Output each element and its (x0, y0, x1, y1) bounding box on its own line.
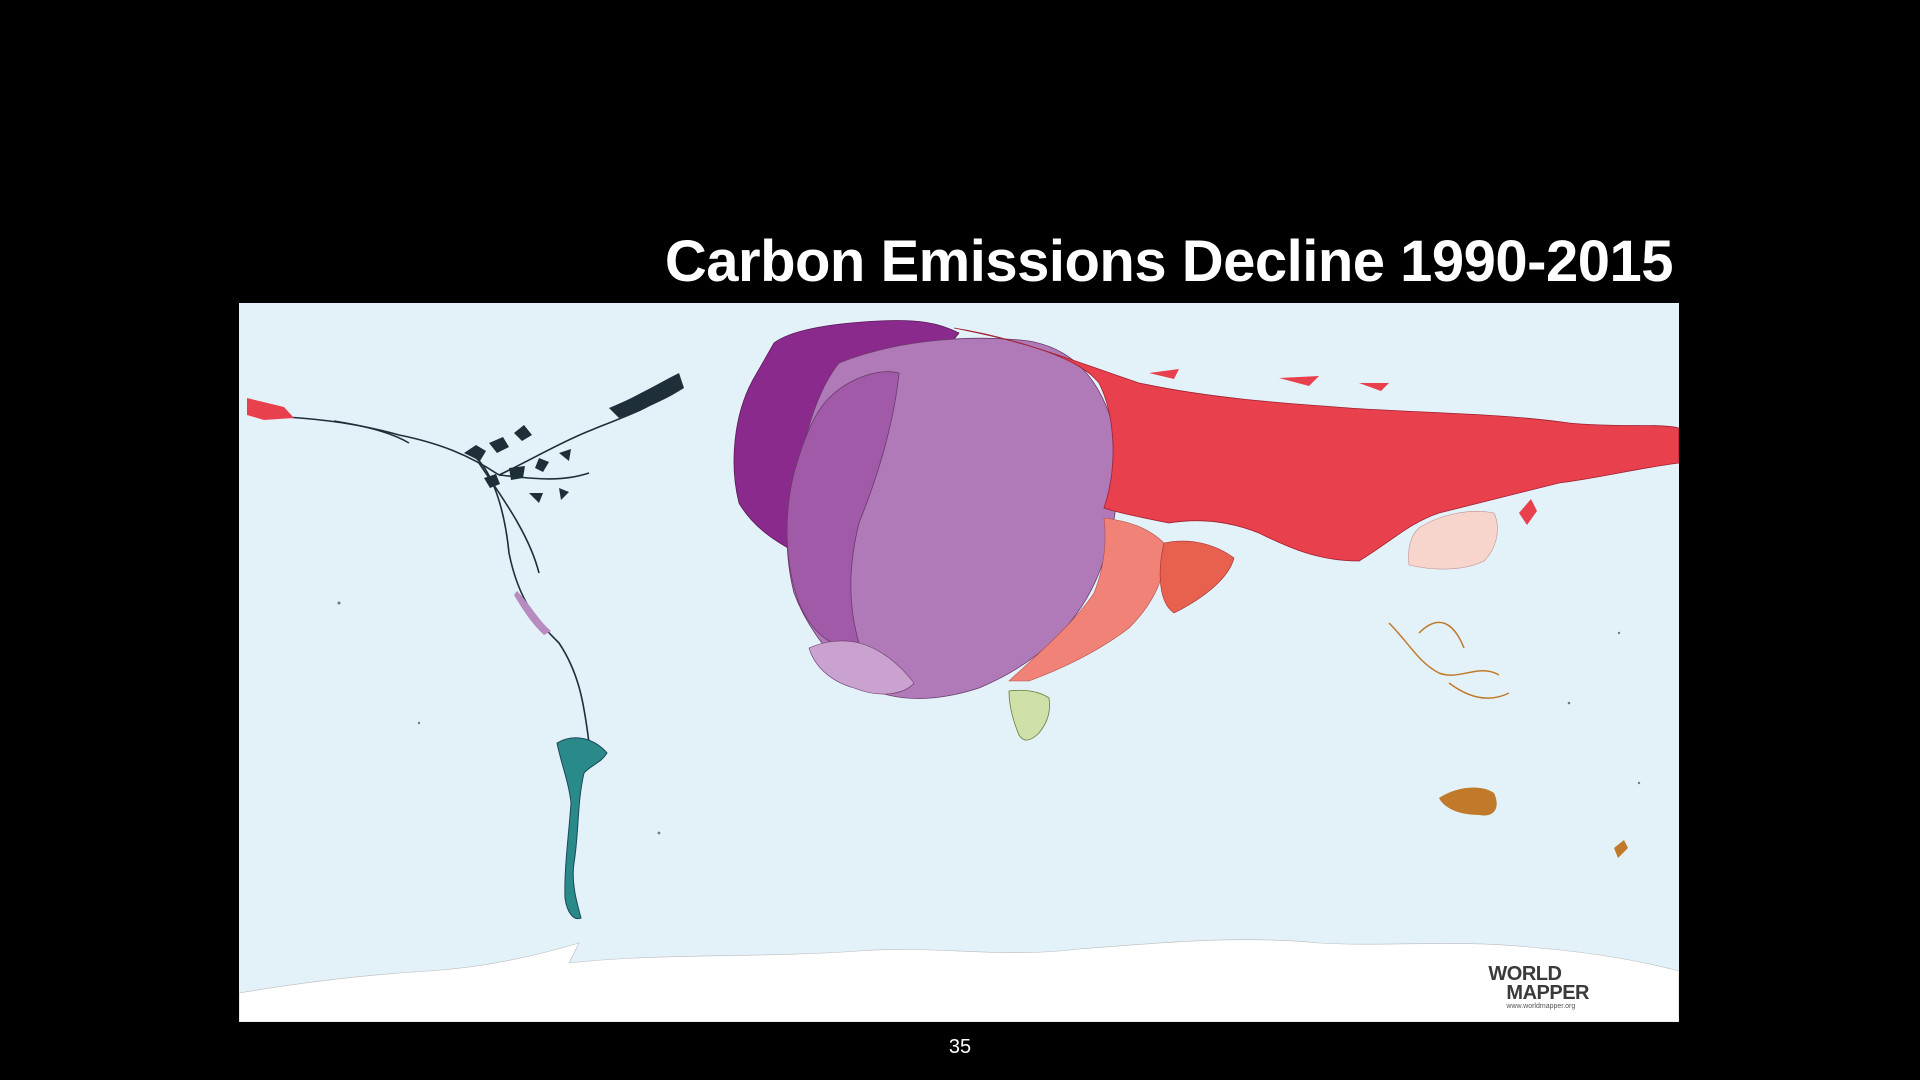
region-europe-light (808, 640, 915, 695)
region-central-america (514, 591, 551, 635)
region-canada-archipelago (464, 425, 571, 503)
page-number: 35 (948, 1036, 972, 1058)
region-southeast-asia (1388, 621, 1510, 699)
map-islands (337, 601, 1641, 835)
region-antarctica (239, 939, 1679, 1022)
region-russia (953, 327, 1679, 562)
region-alaska (247, 398, 294, 420)
region-arctic-islands (1149, 369, 1389, 391)
region-greenland (609, 373, 684, 418)
logo-line-mapper: MAPPER (1506, 982, 1589, 1004)
region-china (1408, 511, 1498, 570)
region-australia (1439, 787, 1497, 816)
region-japan (1519, 499, 1537, 525)
logo-url: www.worldmapper.org (1506, 1003, 1576, 1010)
region-middle-asia (1159, 540, 1235, 614)
region-africa (1008, 689, 1050, 741)
logo-line-world: WORLD (1488, 963, 1562, 985)
region-south-america (556, 737, 608, 920)
worldmapper-logo: WORLD MAPPER www.worldmapper.org (1488, 963, 1589, 1010)
cartogram-map: WORLD MAPPER www.worldmapper.org (239, 303, 1679, 1022)
region-new-zealand (1614, 840, 1628, 858)
slide-title: Carbon Emissions Decline 1990-2015 (664, 229, 1674, 294)
